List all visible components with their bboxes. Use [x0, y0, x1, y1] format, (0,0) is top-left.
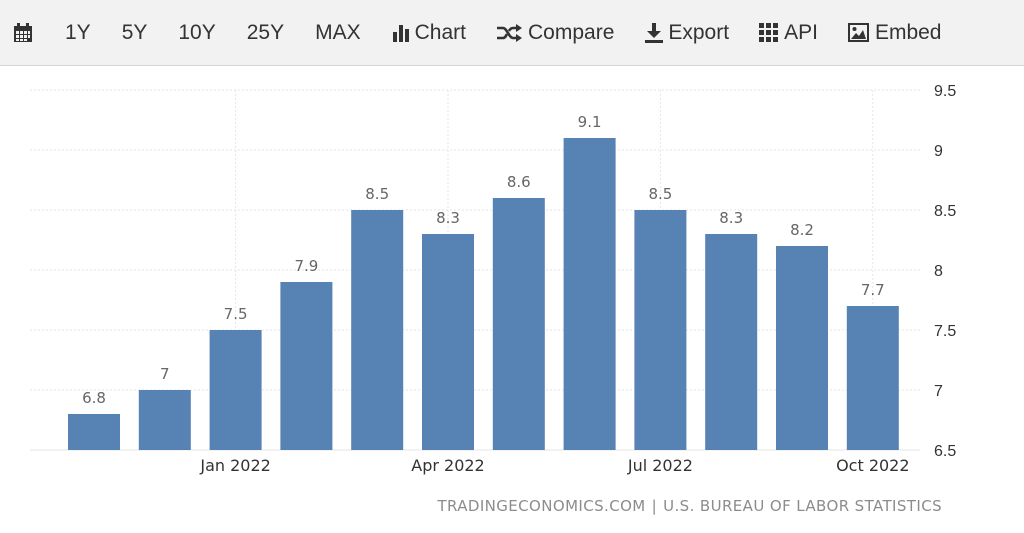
bar: [846, 306, 899, 450]
bar-chart: 6.5 7 7.5 8 8.5 9 9.5 Jan 2022 Apr 2022 Jul 2022 O…: [30, 83, 956, 475]
api-label: API: [784, 20, 818, 44]
calendar-button[interactable]: [13, 22, 33, 43]
source-site[interactable]: TRADINGECONOMICS.COM: [437, 497, 646, 515]
range-25y-button[interactable]: 25Y: [247, 21, 284, 45]
bar-value-label: 8.6: [507, 173, 531, 191]
y-tick-label: 8: [934, 263, 943, 280]
range-5y-button[interactable]: 5Y: [122, 21, 148, 45]
compare-label: Compare: [528, 20, 615, 44]
range-max-button[interactable]: MAX: [315, 21, 361, 45]
bar-value-label: 9.1: [578, 113, 602, 131]
bar-value-label: 7.9: [294, 257, 318, 275]
range-10y-label: 10Y: [178, 20, 216, 44]
export-label: Export: [668, 20, 730, 44]
api-button[interactable]: API: [759, 21, 818, 45]
bar-value-label: 8.3: [436, 209, 460, 227]
download-icon: [645, 22, 664, 43]
grid-icon: [759, 23, 779, 42]
y-tick-label: 8.5: [934, 203, 956, 220]
bar-chart-icon: [392, 24, 409, 42]
y-tick-label: 9: [934, 143, 943, 160]
bar: [634, 210, 687, 450]
source-separator: |: [651, 497, 658, 515]
y-tick-label: 7: [934, 383, 943, 400]
y-tick-label: 6.5: [934, 443, 956, 460]
embed-label: Embed: [874, 20, 942, 44]
range-25y-label: 25Y: [246, 20, 285, 44]
bar: [280, 282, 333, 450]
bar-value-label: 8.5: [365, 185, 389, 203]
bar-value-label: 6.8: [82, 389, 106, 407]
source-agency: U.S. BUREAU OF LABOR STATISTICS: [663, 497, 942, 515]
range-max-label: MAX: [315, 20, 361, 44]
bar-value-label: 8.3: [719, 209, 743, 227]
shuffle-icon: [497, 23, 522, 42]
bar-value-label: 7.7: [861, 281, 885, 299]
bar: [563, 138, 616, 450]
bar-value-label: 7.5: [224, 305, 248, 323]
bar-value-label: 8.2: [790, 221, 814, 239]
chart-type-button[interactable]: Chart: [392, 21, 466, 45]
x-tick-label: Jan 2022: [199, 456, 270, 475]
bar-value-label: 8.5: [648, 185, 672, 203]
y-tick-label: 7.5: [934, 323, 956, 340]
bar-value-label: 7: [160, 365, 170, 383]
bar: [209, 330, 262, 450]
compare-button[interactable]: Compare: [496, 21, 614, 45]
bar: [776, 246, 828, 450]
export-button[interactable]: Export: [644, 21, 729, 45]
bar: [138, 390, 191, 450]
embed-button[interactable]: Embed: [847, 20, 942, 45]
chart-type-label: Chart: [414, 20, 466, 44]
x-tick-label: Jul 2022: [627, 456, 693, 475]
bar: [705, 234, 758, 450]
bar: [351, 210, 404, 450]
range-5y-label: 5Y: [121, 20, 148, 44]
bar: [422, 234, 474, 450]
source-attribution: TRADINGECONOMICS.COM | U.S. BUREAU OF LABO…: [437, 497, 942, 515]
x-tick-label: Apr 2022: [411, 456, 484, 475]
range-10y-button[interactable]: 10Y: [178, 21, 215, 45]
range-1y-button[interactable]: 1Y: [65, 21, 91, 45]
range-1y-label: 1Y: [65, 20, 91, 44]
x-tick-label: Oct 2022: [836, 456, 909, 475]
calendar-icon: [14, 22, 32, 42]
bar: [492, 198, 545, 450]
y-tick-label: 9.5: [934, 83, 956, 100]
image-icon: [847, 23, 869, 42]
bar: [68, 414, 120, 450]
chart-toolbar: 1Y 5Y 10Y 25Y MAX Chart Compare Export: [0, 0, 1024, 66]
